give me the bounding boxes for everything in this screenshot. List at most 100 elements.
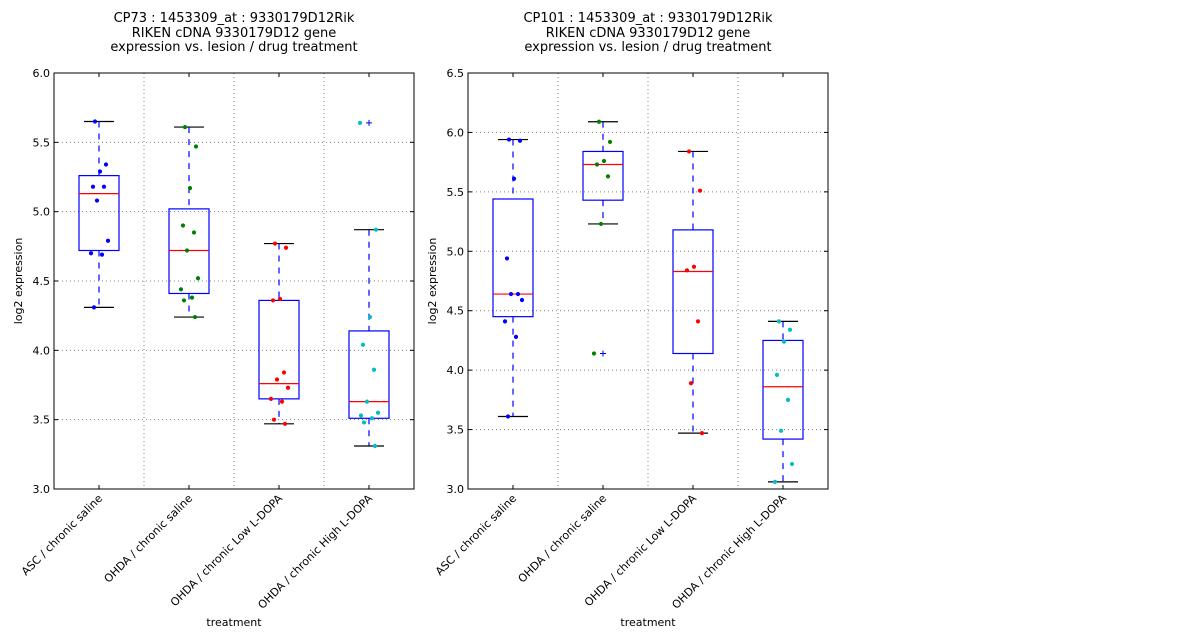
box (672, 229, 714, 355)
data-point (506, 137, 512, 142)
x-axis-label: treatment (620, 616, 676, 629)
data-point (281, 370, 287, 375)
plot-frame (467, 72, 829, 490)
data-point (193, 144, 199, 149)
data-point (695, 319, 701, 324)
data-point (90, 184, 96, 189)
data-point (97, 169, 103, 174)
data-point (184, 248, 190, 253)
chart-2-title: CP101 : 1453309_at : 9330179D12Rik RIKEN… (468, 11, 828, 56)
chart-1-title-line-3: expression vs. lesion / drug treatment (110, 40, 358, 55)
y-tick-label: 6.0 (447, 126, 465, 139)
data-point (191, 230, 197, 235)
x-tick-label: ASC / chronic saline (19, 492, 105, 578)
data-point (101, 184, 107, 189)
data-point (697, 188, 703, 193)
y-tick-label: 5.0 (33, 206, 51, 219)
data-point (781, 339, 787, 344)
chart-2-title-line-1: CP101 : 1453309_at : 9330179D12Rik (523, 11, 773, 26)
data-point (776, 319, 782, 324)
data-point (504, 256, 510, 261)
y-axis-label: log2 expression (12, 238, 25, 325)
y-tick-label: 3.0 (447, 483, 465, 496)
y-tick-label: 6.5 (447, 67, 465, 80)
data-point (92, 119, 98, 124)
chart-1-title-line-1: CP73 : 1453309_at : 9330179D12Rik (113, 11, 355, 26)
data-point (181, 298, 187, 303)
data-point (187, 185, 193, 191)
data-point (508, 291, 514, 297)
data-point (360, 342, 366, 347)
data-point (88, 251, 94, 256)
data-point (105, 238, 111, 243)
data-point (270, 298, 276, 303)
data-point (596, 119, 602, 124)
y-tick-label: 5.0 (447, 245, 465, 258)
data-point (772, 479, 778, 484)
data-point (785, 397, 791, 402)
data-point (282, 421, 288, 426)
x-tick-label: OHDA / chronic saline (102, 492, 196, 586)
chart-1-title-line-2: RIKEN cDNA 9330179D12 gene (131, 25, 337, 41)
data-point (371, 367, 377, 372)
data-point (519, 297, 525, 303)
chart-2-title-line-2: RIKEN cDNA 9330179D12 gene (545, 25, 751, 41)
data-point (505, 414, 511, 419)
data-point (684, 268, 690, 273)
data-point (103, 162, 109, 167)
data-point (91, 305, 97, 310)
box (78, 175, 120, 252)
data-point (357, 120, 363, 126)
data-point (774, 372, 780, 377)
y-tick-label: 6.0 (33, 67, 51, 80)
box-group (348, 119, 390, 449)
data-point (279, 399, 285, 404)
data-point (272, 241, 278, 246)
y-tick-label: 4.0 (447, 364, 465, 377)
box-group (582, 119, 624, 357)
box (492, 198, 534, 318)
data-point (367, 314, 373, 320)
data-point (515, 291, 521, 297)
box-group (258, 241, 300, 426)
data-point (268, 396, 274, 401)
data-point (178, 287, 184, 292)
data-point (180, 223, 186, 228)
box-group (672, 149, 714, 436)
data-point (372, 443, 378, 449)
data-point (598, 221, 604, 227)
data-point (787, 327, 793, 332)
data-point (192, 314, 198, 320)
data-point (594, 162, 600, 167)
data-point (283, 245, 289, 250)
data-point (789, 461, 795, 467)
data-point (271, 417, 277, 422)
plot-frame (53, 72, 415, 490)
box (582, 150, 624, 201)
y-tick-label: 5.5 (33, 136, 51, 149)
data-point (699, 431, 705, 436)
data-point (605, 174, 611, 179)
data-point (189, 295, 195, 300)
y-axis-label: log2 expression (426, 238, 439, 325)
chart-1-title: CP73 : 1453309_at : 9330179D12Rik RIKEN … (54, 11, 414, 56)
data-point (277, 296, 283, 302)
data-point (373, 227, 379, 232)
chart-2-title-line-3: expression vs. lesion / drug treatment (524, 40, 772, 55)
data-point (511, 176, 517, 181)
y-tick-label: 4.5 (33, 275, 51, 288)
data-point (607, 139, 613, 145)
data-point (358, 413, 364, 418)
box-group (168, 124, 210, 320)
data-point (686, 149, 692, 154)
x-tick-label: ASC / chronic saline (433, 492, 519, 578)
box-group (492, 137, 534, 419)
data-point (285, 385, 291, 390)
y-tick-label: 4.0 (33, 344, 51, 357)
data-point (364, 399, 370, 404)
data-point (274, 377, 280, 382)
data-point (195, 276, 201, 281)
box-group (762, 319, 804, 484)
